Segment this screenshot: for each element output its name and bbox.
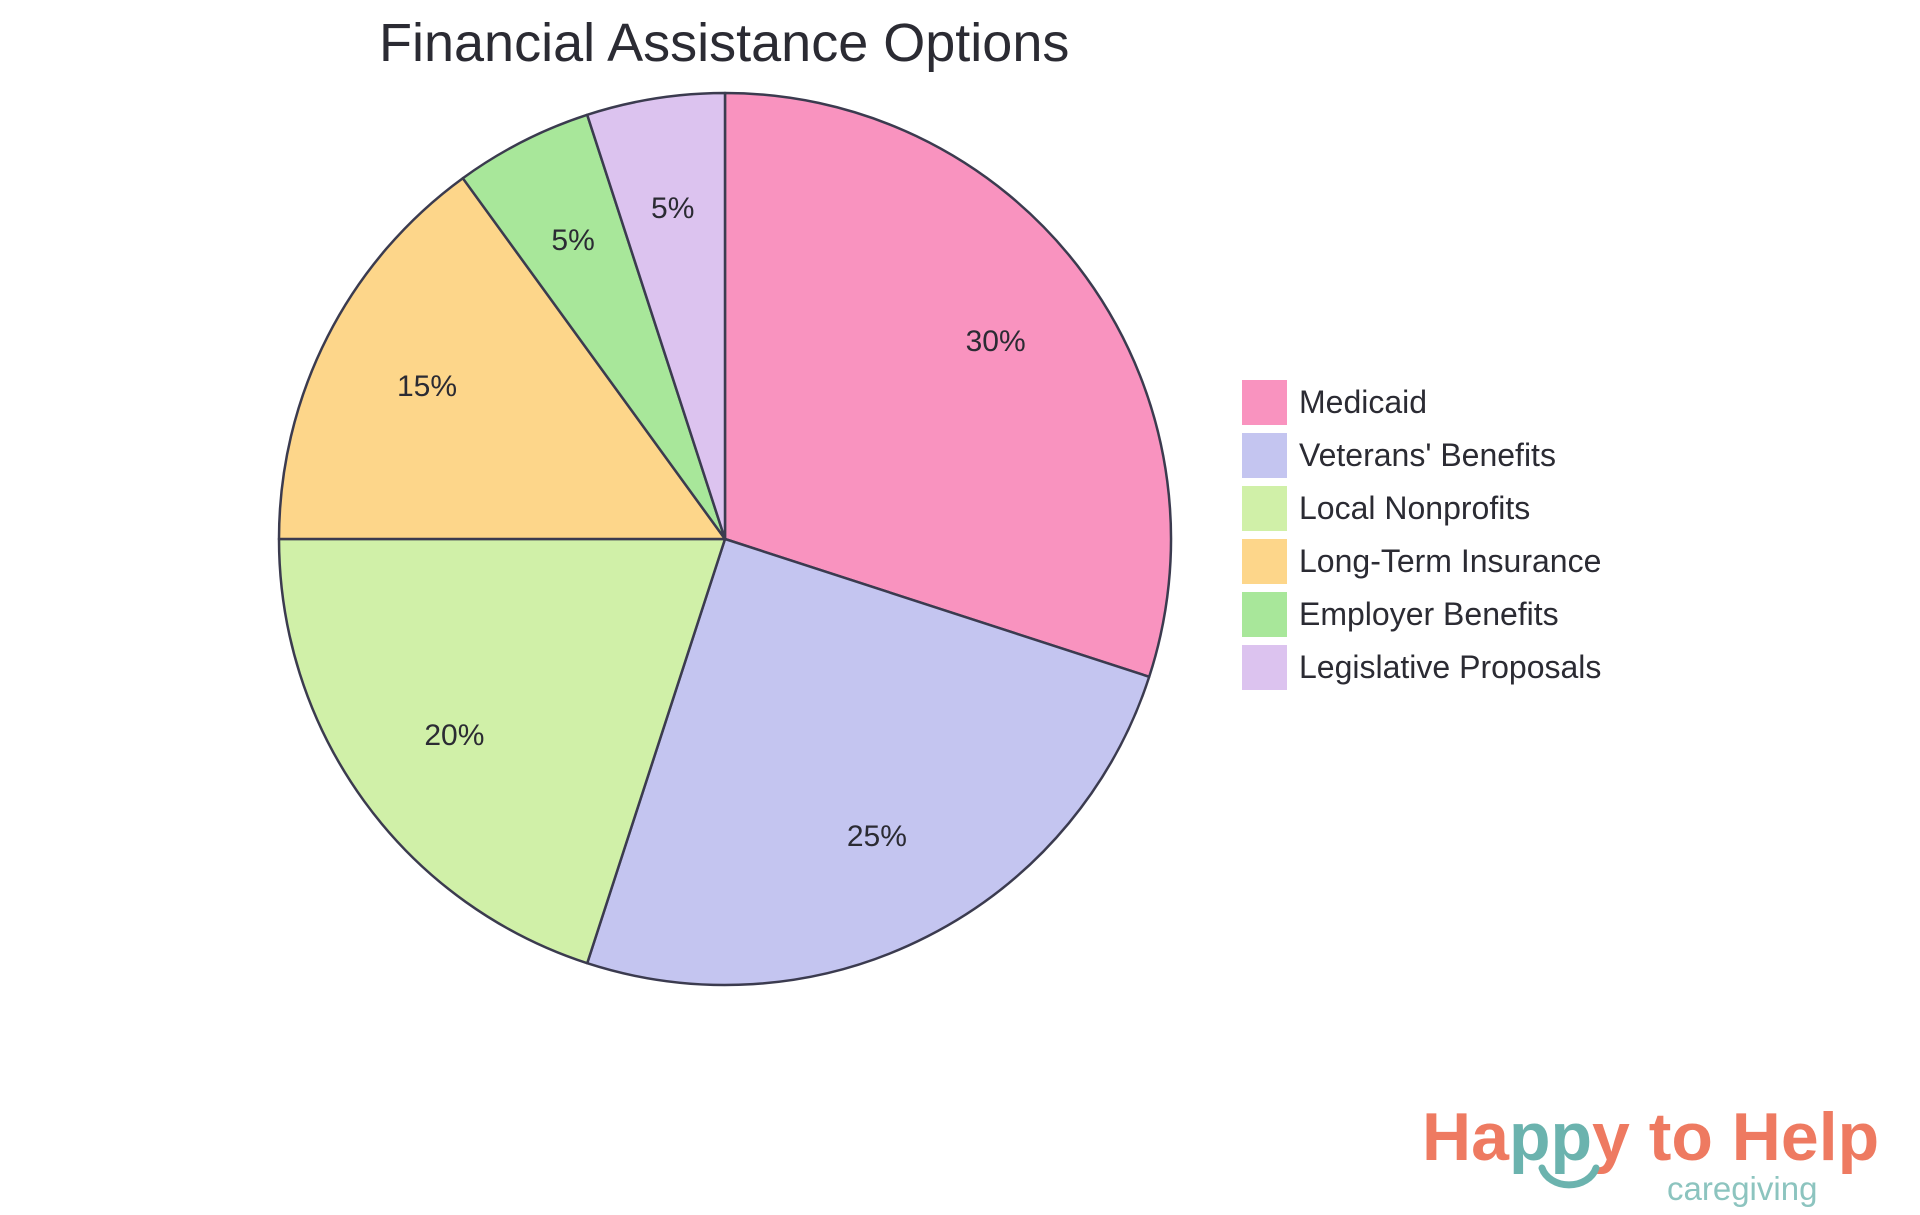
svg-text:Happy to Help: Happy to Help: [1422, 1099, 1879, 1175]
svg-text:caregiving: caregiving: [1667, 1170, 1817, 1207]
